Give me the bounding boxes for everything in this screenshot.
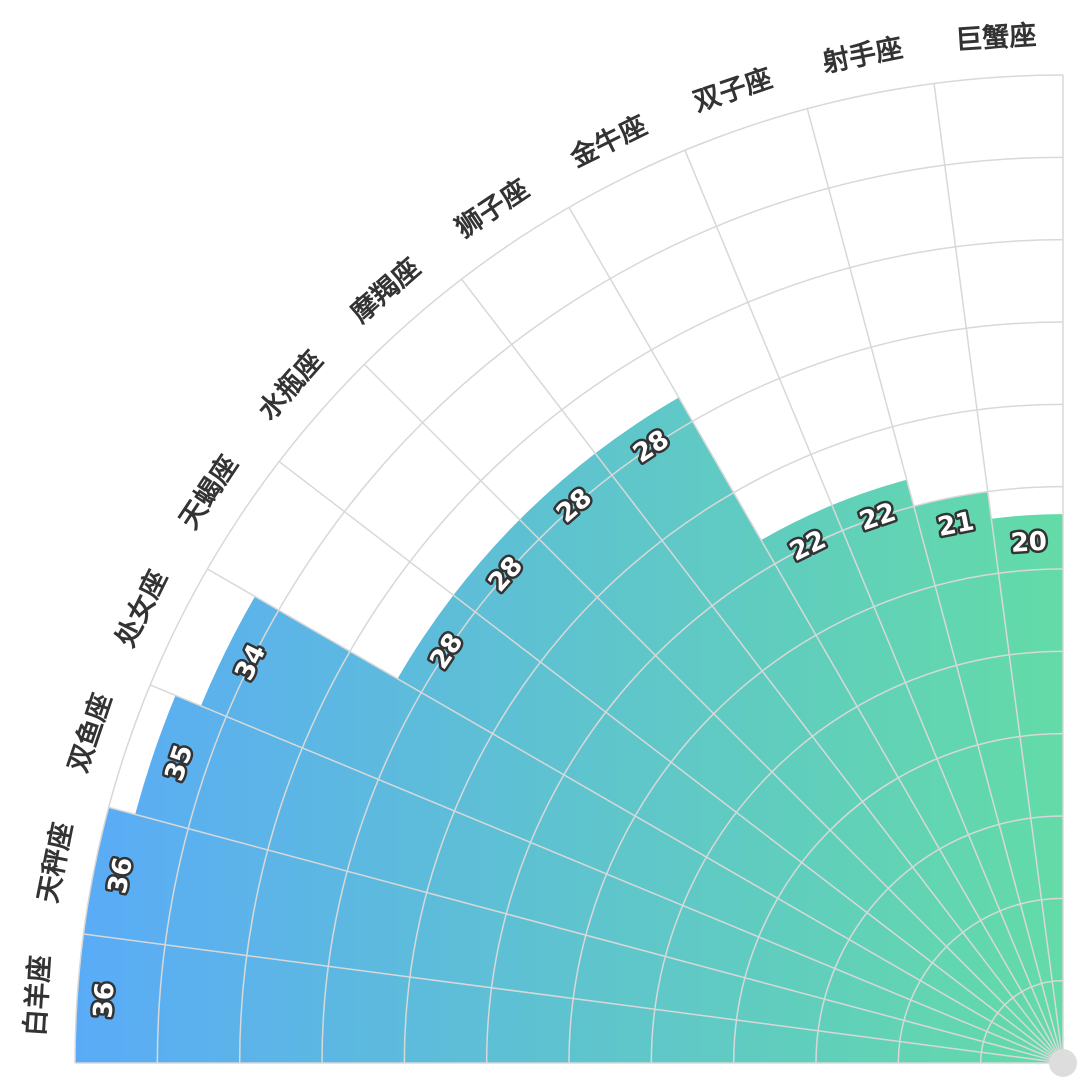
bar [519,453,1063,1063]
category-label: 双鱼座 [62,689,118,776]
category-label: 金牛座 [564,109,652,174]
grid-spoke [83,933,1064,1064]
category-label: 处女座 [109,565,174,653]
bar [397,595,1064,1063]
bar [831,479,1063,1064]
grid-spoke [206,568,1064,1064]
category-label: 射手座 [819,32,906,79]
value-label: 20 [1010,527,1048,559]
category-label: 狮子座 [450,173,535,245]
bar [135,695,1064,1063]
category-label: 巨蟹座 [954,19,1037,56]
category-label: 白羊座 [19,954,56,1037]
bar [595,397,1063,1064]
grid-spoke [568,206,1064,1064]
bar [761,505,1063,1063]
bar [913,491,1063,1063]
grid-spoke [933,83,1064,1064]
center-dot [1049,1049,1077,1077]
grid-spoke [460,278,1064,1064]
bar [83,807,1064,1063]
category-label: 天秤座 [32,820,79,906]
bar [200,596,1064,1063]
value-label: 36 [88,981,120,1019]
category-label: 天蝎座 [173,450,245,535]
grid-spoke [806,108,1064,1064]
grid-spoke [684,149,1064,1064]
grid-spoke [278,460,1064,1064]
bar [453,519,1063,1063]
grid-spoke [363,363,1064,1064]
grid-spoke [149,684,1064,1064]
value-label: 21 [935,506,976,542]
category-label: 双子座 [689,62,776,118]
grid-spoke [108,806,1064,1064]
